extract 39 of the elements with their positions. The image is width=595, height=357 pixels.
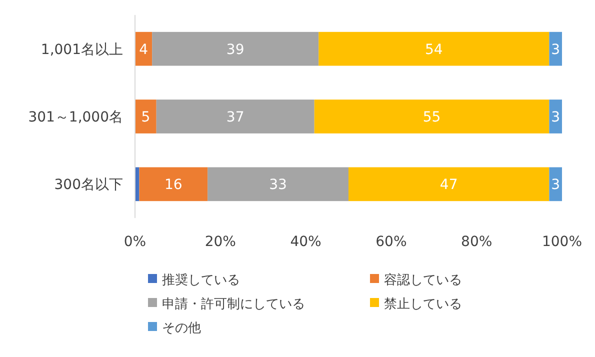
bar [348, 167, 550, 202]
bar [152, 32, 319, 66]
x-tick-label: 80% [461, 234, 492, 250]
data-label: 4 [139, 42, 148, 58]
x-tick-label: 0% [124, 234, 146, 250]
bar [139, 167, 208, 202]
bar [314, 100, 550, 134]
data-label: 47 [440, 177, 458, 194]
bar [135, 100, 156, 134]
bar [135, 167, 140, 202]
data-label: 33 [269, 177, 287, 194]
y-tick-label: 300名以下 [54, 177, 123, 194]
legend-label: 容認している [384, 272, 462, 288]
x-tick-label: 100% [542, 234, 582, 250]
legend-label: 推奨している [162, 273, 240, 288]
bar [135, 32, 152, 66]
legend-label: 申請・許可制にしている [162, 297, 305, 312]
data-label: 5 [141, 110, 150, 126]
data-label: 3 [551, 177, 560, 194]
data-label: 3 [551, 110, 560, 126]
bar [208, 167, 348, 202]
legend-label: 禁止している [384, 297, 462, 312]
bar [318, 32, 550, 66]
y-tick-label: 1,001名以上 [40, 42, 123, 58]
data-label: 54 [424, 42, 443, 58]
x-tick-label: 60% [376, 234, 407, 250]
bar [549, 100, 562, 134]
data-label: 3 [551, 42, 560, 58]
legend-label: その他 [162, 321, 201, 336]
data-label: 16 [164, 177, 182, 194]
x-tick-label: 20% [204, 234, 236, 250]
data-label: 37 [226, 110, 244, 126]
data-label: 39 [226, 42, 244, 58]
bar [156, 100, 314, 134]
bar [549, 32, 562, 66]
y-tick-label: 301～1,000名 [28, 110, 123, 126]
bar [549, 167, 562, 202]
data-label: 55 [422, 110, 441, 126]
x-tick-label: 40% [290, 234, 322, 250]
